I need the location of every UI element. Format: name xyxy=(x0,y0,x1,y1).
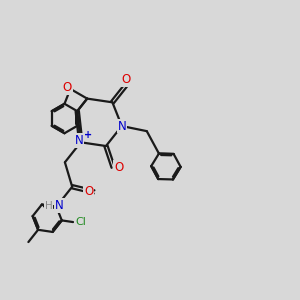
Text: N: N xyxy=(117,119,126,133)
Text: +: + xyxy=(85,130,93,140)
Text: O: O xyxy=(114,161,123,174)
Text: O: O xyxy=(122,73,131,86)
Text: H: H xyxy=(45,201,53,211)
Text: O: O xyxy=(84,185,93,198)
Text: N: N xyxy=(55,199,64,212)
Text: Cl: Cl xyxy=(75,217,86,227)
Text: N: N xyxy=(75,134,84,147)
Text: O: O xyxy=(63,81,72,94)
